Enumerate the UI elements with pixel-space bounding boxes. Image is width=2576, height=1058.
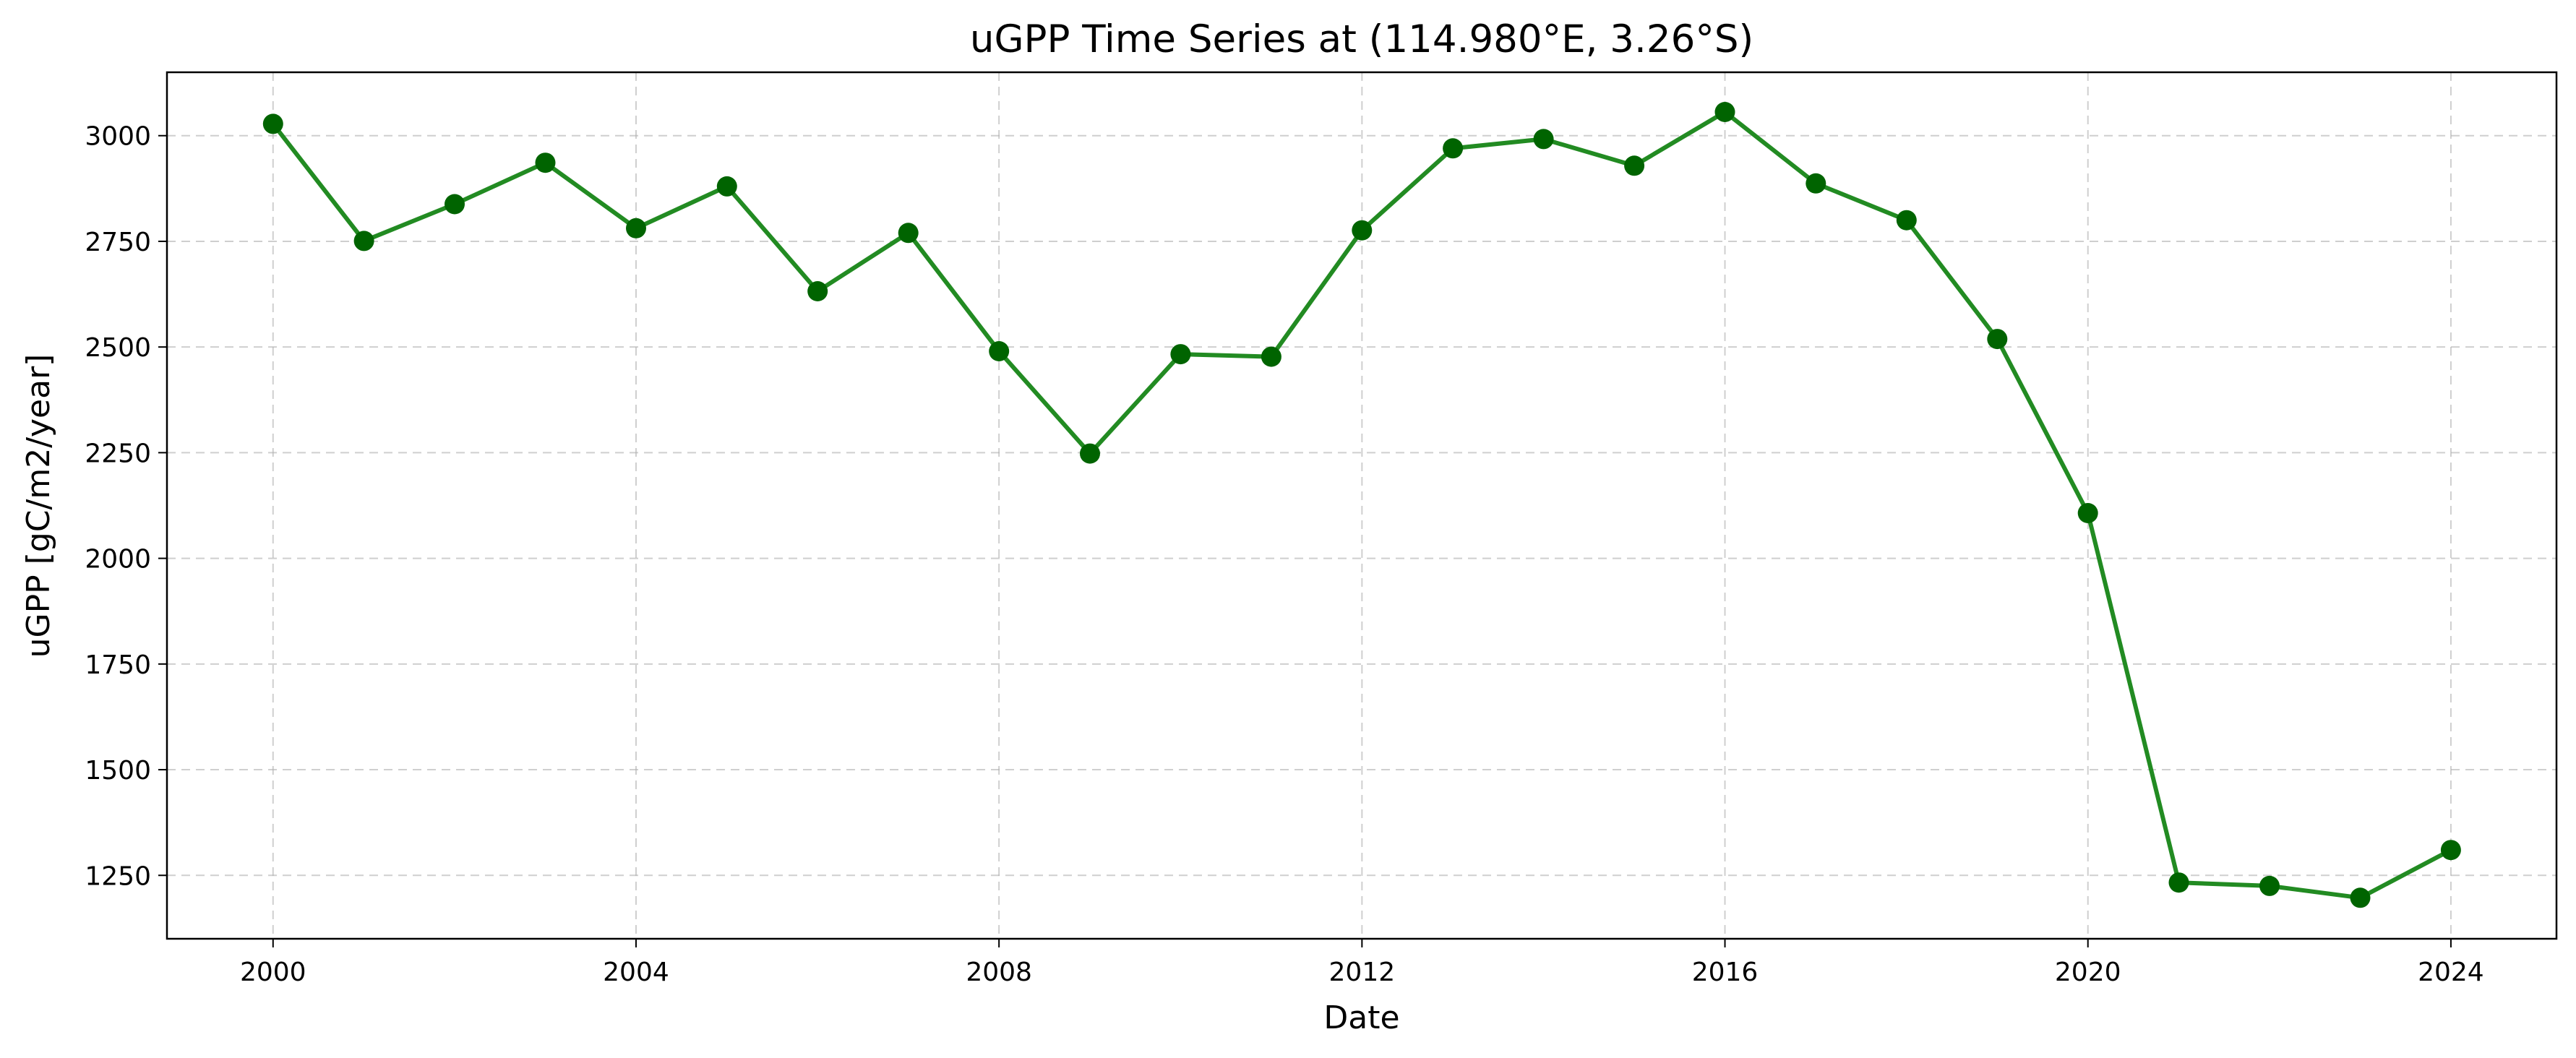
x-tick-label: 2024 [2418,958,2484,987]
y-axis-label: uGPP [gC/m2/year] [20,354,57,658]
x-tick-label: 2016 [1692,958,1759,987]
y-tick-label: 2500 [85,333,151,363]
plot-area [262,102,2461,908]
data-point [716,176,737,197]
data-point [445,194,465,215]
data-point [1533,129,1554,150]
data-point [262,113,283,134]
data-point [1170,344,1191,365]
data-point [1080,443,1100,464]
y-tick-label: 2000 [85,545,151,575]
data-point [1987,329,2008,350]
grid [167,72,2556,939]
data-point [1624,155,1645,176]
x-tick-label: 2012 [1329,958,1396,987]
x-tick-label: 2008 [966,958,1032,987]
y-tick-label: 1750 [85,650,151,680]
axis-ticks: 2000 2004 2008 2012 2016 2020 2024 1250 1500 1750… [85,122,2483,987]
y-tick-label: 2750 [85,228,151,257]
data-point [535,152,556,173]
x-tick-label: 2004 [603,958,669,987]
data-point [353,231,374,251]
data-point [1896,210,1917,231]
x-tick-label: 2020 [2055,958,2121,987]
data-point [2440,840,2461,861]
data-point [1261,346,1281,367]
data-point [989,341,1010,361]
chart-title: uGPP Time Series at (114.980°E, 3.26°S) [970,17,1753,61]
data-point [1443,138,1464,159]
y-tick-label: 2250 [85,439,151,468]
data-point [1806,173,1826,194]
data-point [2168,872,2189,893]
y-tick-label: 3000 [85,122,151,152]
y-tick-label: 1250 [85,861,151,891]
data-point [626,218,646,238]
data-point [1352,220,1373,241]
x-axis-label: Date [1323,999,1399,1036]
data-point [2077,503,2098,523]
data-point [898,223,919,244]
y-tick-label: 1500 [85,756,151,786]
x-tick-label: 2000 [240,958,306,987]
data-point [1714,102,1735,122]
data-point [807,281,828,301]
axes-frame [166,71,2558,940]
data-point [2350,887,2371,908]
data-point [2259,875,2280,896]
